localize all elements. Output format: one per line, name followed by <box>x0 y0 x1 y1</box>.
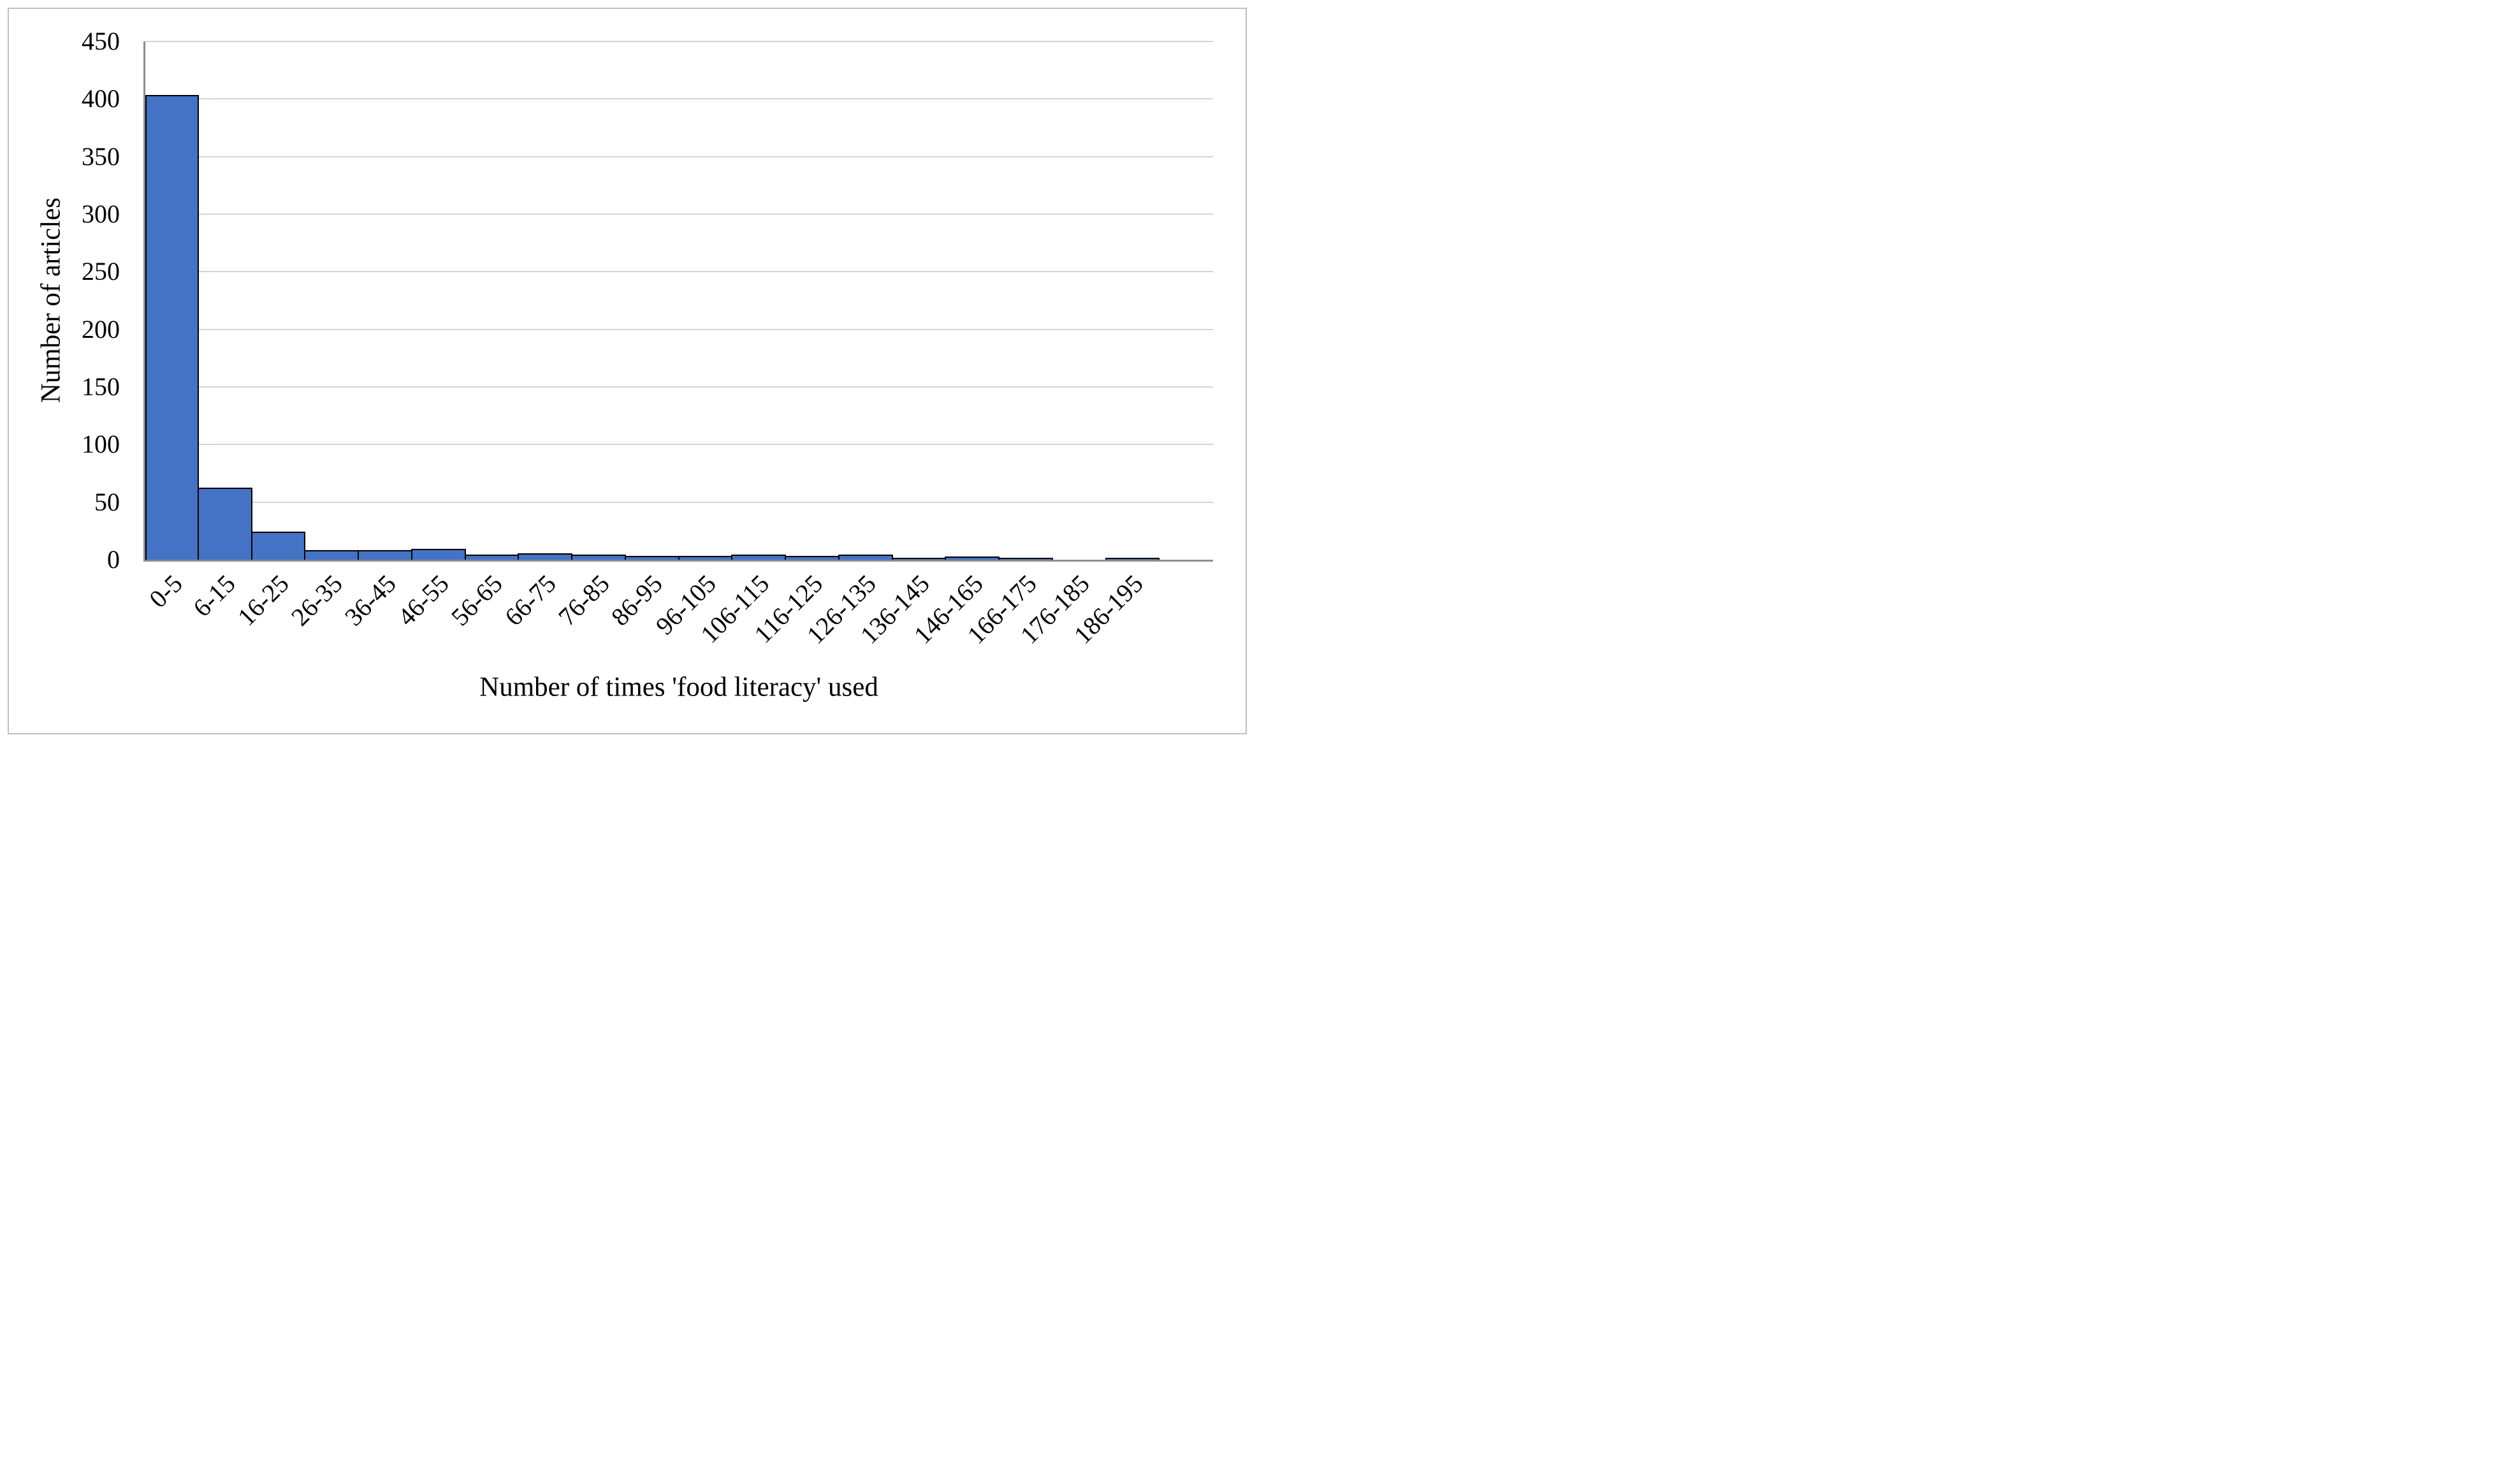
gridline-50 <box>145 501 1213 503</box>
y-tick-label-200: 200 <box>82 314 120 344</box>
x-axis-line <box>143 560 1213 562</box>
y-axis-line <box>143 41 145 562</box>
gridline-400 <box>145 98 1213 100</box>
y-tick-label-400: 400 <box>82 84 120 113</box>
y-tick-label-0: 0 <box>107 545 120 574</box>
y-tick-label-350: 350 <box>82 142 120 171</box>
gridline-100 <box>145 444 1213 446</box>
y-tick-label-150: 150 <box>82 372 120 401</box>
y-tick-label-450: 450 <box>82 27 120 55</box>
y-tick-label-50: 50 <box>94 487 120 516</box>
bar-66-75 <box>518 553 572 560</box>
gridline-250 <box>145 271 1213 273</box>
bar-6-15 <box>197 488 252 560</box>
y-tick-label-300: 300 <box>82 200 120 228</box>
gridline-450 <box>145 41 1213 42</box>
bar-76-85 <box>571 554 626 560</box>
bar-186-195 <box>1105 558 1160 560</box>
bar-56-65 <box>464 554 520 560</box>
gridline-300 <box>145 214 1213 215</box>
bar-46-55 <box>411 548 466 560</box>
bar-16-25 <box>251 531 306 560</box>
y-tick-label-100: 100 <box>82 430 120 459</box>
bar-126-135 <box>838 554 893 560</box>
plot-area <box>145 41 1213 560</box>
chart-figure: Number of articles Number of times 'food… <box>0 0 1254 742</box>
gridline-350 <box>145 156 1213 157</box>
bar-166-175 <box>998 558 1053 560</box>
bar-26-35 <box>304 549 359 560</box>
bar-106-115 <box>731 554 786 560</box>
y-tick-label-250: 250 <box>82 257 120 286</box>
x-axis-title: Number of times 'food literacy' used <box>479 672 878 702</box>
y-axis-title: Number of articles <box>36 197 66 404</box>
gridline-150 <box>145 386 1213 388</box>
bar-36-45 <box>358 549 412 560</box>
gridline-200 <box>145 328 1213 330</box>
bar-0-5 <box>145 94 199 560</box>
